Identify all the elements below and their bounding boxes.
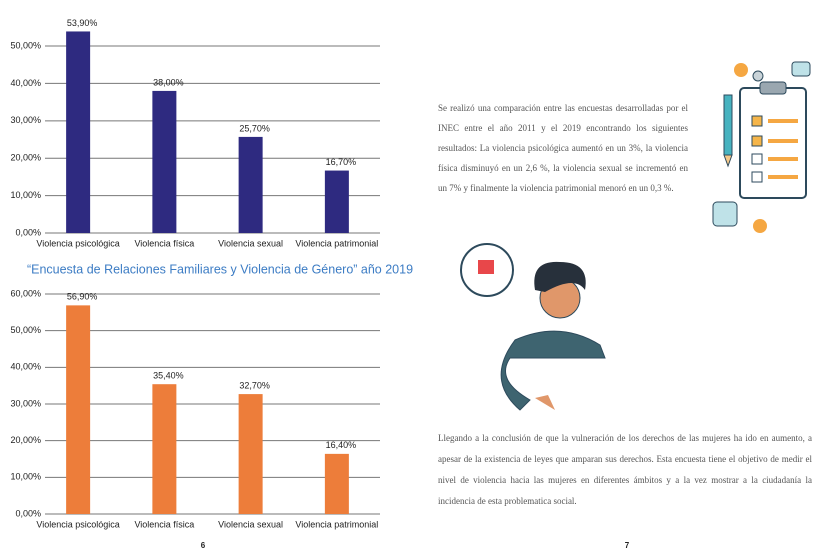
y-tick-label: 0,00% [15, 508, 41, 518]
value-label: 32,70% [239, 380, 270, 390]
y-tick-label: 60,00% [10, 288, 41, 298]
bar [66, 31, 90, 233]
paragraph: Se realizó una comparación entre las enc… [438, 98, 688, 198]
x-tick-label: Violencia física [134, 519, 194, 529]
y-tick-label: 50,00% [10, 325, 41, 335]
y-tick-label: 10,00% [10, 190, 41, 200]
y-tick-label: 20,00% [10, 435, 41, 445]
bar [152, 91, 176, 233]
y-tick-label: 30,00% [10, 115, 41, 125]
value-label: 38,00% [153, 77, 184, 87]
x-tick-label: Violencia patrimonial [295, 238, 378, 248]
page: “Encuesta de Relaciones Familiares y Vio… [0, 0, 817, 552]
clipboard-illustration [713, 62, 810, 233]
y-tick-label: 30,00% [10, 398, 41, 408]
value-label: 35,40% [153, 371, 184, 381]
y-tick-label: 40,00% [10, 78, 41, 88]
woman-illustration [461, 244, 605, 410]
y-tick-label: 10,00% [10, 472, 41, 482]
x-tick-label: Violencia psicológica [36, 238, 119, 248]
bar [325, 454, 349, 514]
bar [325, 171, 349, 233]
value-label: 16,40% [326, 440, 357, 450]
paragraph: Llegando a la conclusión de que la vulne… [438, 428, 812, 512]
value-label: 53,90% [67, 18, 98, 28]
chart-title: “Encuesta de Relaciones Familiares y Vio… [27, 262, 413, 276]
x-tick-label: Violencia sexual [218, 238, 283, 248]
value-label: 25,70% [239, 123, 270, 133]
bar [239, 394, 263, 514]
value-label: 56,90% [67, 292, 98, 302]
bar [239, 137, 263, 233]
page-number: 7 [625, 541, 630, 550]
x-tick-label: Violencia física [134, 238, 194, 248]
page-number: 6 [201, 541, 206, 550]
bar [152, 384, 176, 514]
x-tick-label: Violencia patrimonial [295, 519, 378, 529]
y-tick-label: 20,00% [10, 153, 41, 163]
y-tick-label: 40,00% [10, 362, 41, 372]
value-label: 16,70% [326, 157, 357, 167]
y-tick-label: 50,00% [10, 40, 41, 50]
x-tick-label: Violencia psicológica [36, 519, 119, 529]
y-tick-label: 0,00% [15, 227, 41, 237]
bar [66, 305, 90, 514]
x-tick-label: Violencia sexual [218, 519, 283, 529]
